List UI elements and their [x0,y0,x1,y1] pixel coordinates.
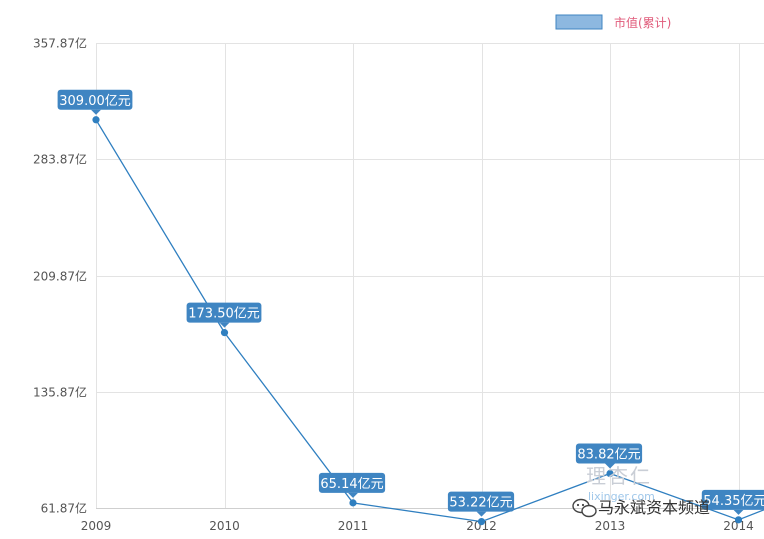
x-tick-label: 2013 [595,519,626,533]
x-tick-label: 2009 [81,519,112,533]
data-label: 173.50亿元 [186,302,262,328]
y-tick-label: 61.87亿 [41,501,87,516]
svg-text:309.00亿元: 309.00亿元 [59,94,131,109]
x-tick-label: 2014 [723,519,754,533]
legend-swatch [555,14,603,30]
data-labels: 309.00亿元 173.50亿元 65.14亿元 53.22亿元 83.82亿元 54.… [57,89,764,517]
svg-text:54.35亿元: 54.35亿元 [703,494,764,509]
data-point[interactable] [92,116,100,124]
axes: 61.87亿 135.87亿 209.87亿 283.87亿 357.87亿 2009 20… [33,36,764,533]
grid-lines [96,43,764,509]
y-tick-label: 209.87亿 [33,269,87,284]
watermark-text: 理杏仁 [586,464,652,488]
y-tick-label: 357.87亿 [33,36,87,51]
data-label: 54.35亿元 [701,489,764,515]
series-line-layer [92,116,764,526]
data-point[interactable] [606,469,614,478]
data-point[interactable] [349,499,357,507]
svg-text:173.50亿元: 173.50亿元 [188,307,260,322]
wechat-overlay: 马永斌资本频道 [572,498,710,518]
x-tick-label: 2011 [338,519,369,533]
svg-text:65.14亿元: 65.14亿元 [320,477,383,492]
y-tick-label: 135.87亿 [33,385,87,400]
data-label: 53.22亿元 [447,491,515,517]
watermark: 理杏仁 lixinger.com [586,464,655,503]
x-tick-label: 2010 [209,519,240,533]
x-tick-label: 2012 [466,519,497,533]
svg-text:53.22亿元: 53.22亿元 [449,496,512,511]
legend[interactable]: 市值(累计) [555,14,671,30]
data-label: 83.82亿元 [575,443,643,469]
legend-label: 市值(累计) [614,15,671,30]
data-label: 65.14亿元 [318,472,386,498]
wechat-channel-text: 马永斌资本频道 [598,498,710,517]
y-tick-label: 283.87亿 [33,152,87,167]
data-label: 309.00亿元 [57,89,133,115]
data-point[interactable] [477,517,486,526]
data-point[interactable] [220,329,229,337]
data-point[interactable] [734,516,743,524]
svg-text:83.82亿元: 83.82亿元 [577,448,640,463]
watermark-url: lixinger.com [588,490,655,503]
wechat-icon [572,498,597,518]
